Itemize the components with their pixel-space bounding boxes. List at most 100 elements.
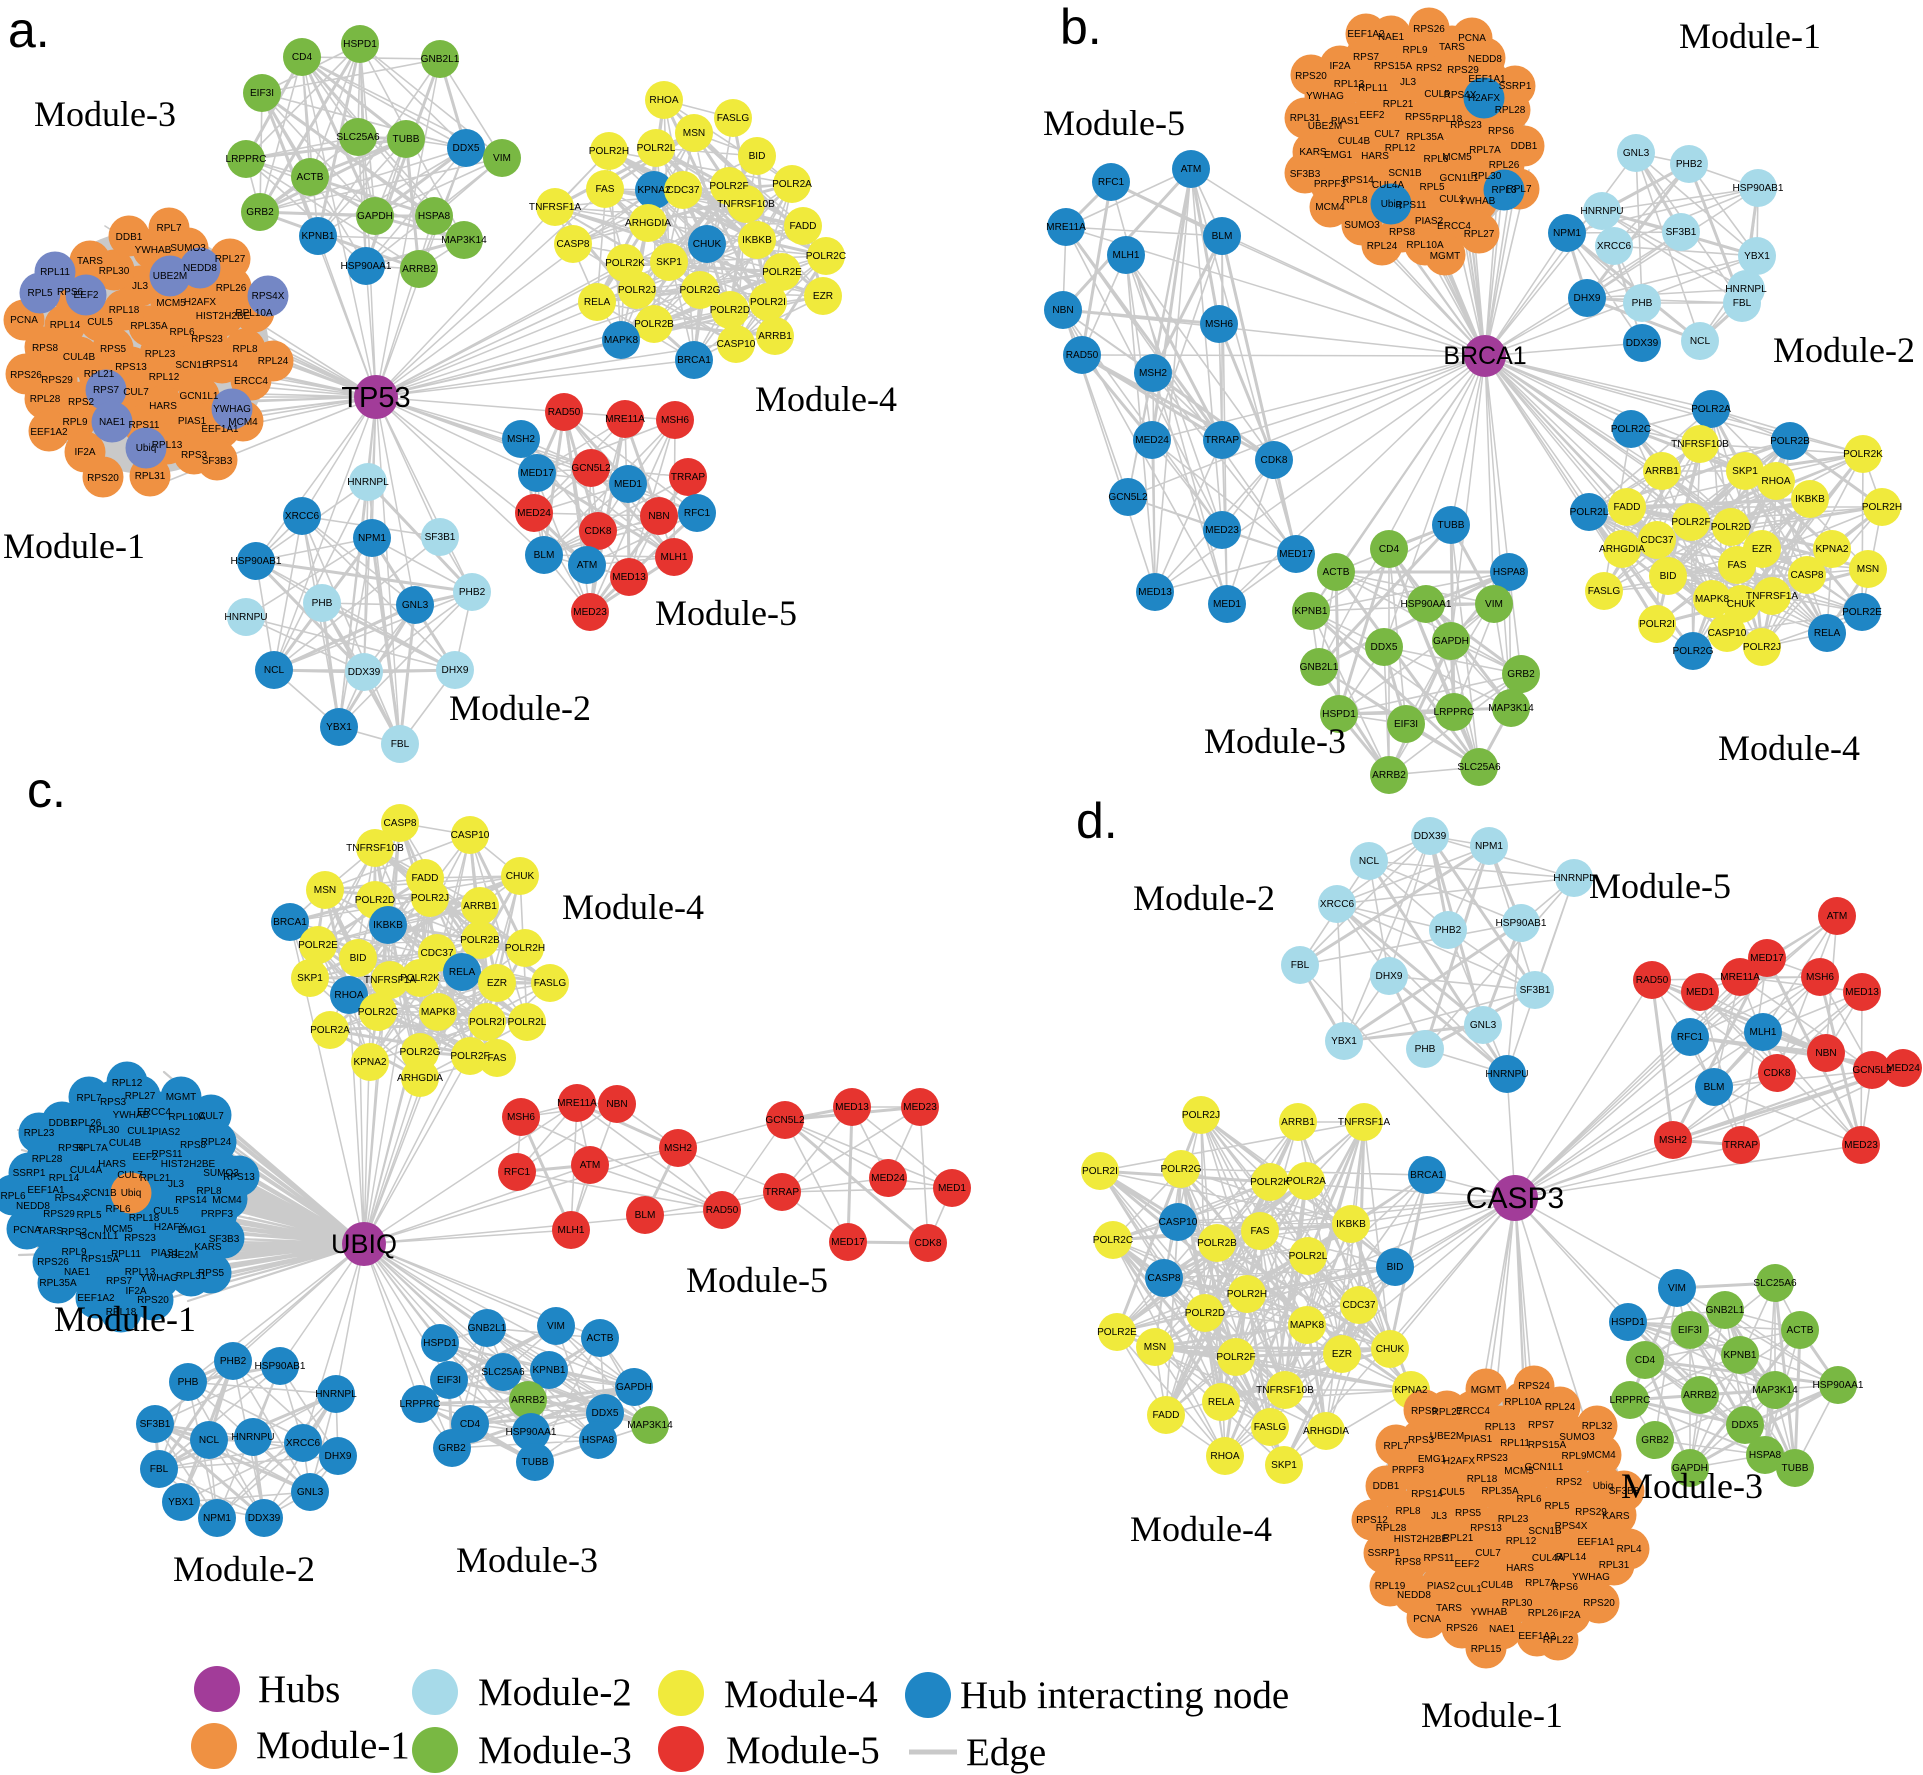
svg-text:RPS20: RPS20 (137, 1295, 169, 1306)
svg-text:CD4: CD4 (460, 1419, 481, 1430)
svg-text:RPL10A: RPL10A (168, 1112, 206, 1123)
svg-text:MAPK8: MAPK8 (1290, 1320, 1325, 1331)
svg-text:BRCA1: BRCA1 (677, 355, 711, 366)
svg-text:ARRB1: ARRB1 (1645, 466, 1679, 477)
svg-text:PIAS2: PIAS2 (1415, 216, 1444, 227)
svg-text:POLR2J: POLR2J (1743, 642, 1781, 653)
svg-text:c.: c. (27, 762, 66, 818)
svg-text:RPL6: RPL6 (0, 1191, 25, 1202)
svg-text:Module-2: Module-2 (1773, 330, 1915, 370)
svg-text:CASP10: CASP10 (451, 830, 490, 841)
svg-text:MCM4: MCM4 (1586, 1450, 1616, 1461)
svg-text:HSPD1: HSPD1 (343, 39, 377, 50)
svg-text:POLR2K: POLR2K (1843, 449, 1883, 460)
svg-text:CUL4B: CUL4B (63, 352, 96, 363)
svg-text:Module-5: Module-5 (726, 1729, 880, 1772)
svg-text:SF3B3: SF3B3 (202, 456, 233, 467)
svg-text:MCM4: MCM4 (1315, 202, 1345, 213)
svg-text:TARS: TARS (37, 1226, 63, 1237)
svg-text:CASP8: CASP8 (383, 818, 416, 829)
svg-text:MSN: MSN (314, 885, 336, 896)
svg-text:POLR2H: POLR2H (589, 146, 629, 157)
svg-text:HSP90AA1: HSP90AA1 (340, 261, 391, 272)
svg-text:POLR2K: POLR2K (400, 973, 440, 984)
svg-text:RPL28: RPL28 (32, 1154, 63, 1165)
svg-text:EIF3I: EIF3I (250, 88, 274, 99)
svg-text:MSN: MSN (1144, 1342, 1166, 1353)
svg-text:EEF1A1: EEF1A1 (201, 424, 239, 435)
svg-text:EEF2: EEF2 (73, 290, 98, 301)
svg-text:CDK8: CDK8 (1764, 1068, 1791, 1079)
svg-text:POLR2B: POLR2B (1770, 436, 1810, 447)
svg-text:RPL24: RPL24 (201, 1137, 232, 1148)
svg-text:RPS4X: RPS4X (1555, 1521, 1588, 1532)
svg-text:KPNB1: KPNB1 (532, 1365, 565, 1376)
svg-text:MGMT: MGMT (166, 1092, 197, 1103)
svg-text:MSH2: MSH2 (664, 1143, 692, 1154)
svg-text:Module-4: Module-4 (755, 379, 897, 419)
svg-text:EEF1A2: EEF1A2 (77, 1293, 115, 1304)
svg-text:POLR2I: POLR2I (469, 1017, 505, 1028)
svg-text:Module-2: Module-2 (478, 1671, 632, 1714)
svg-text:PIAS1: PIAS1 (1331, 116, 1360, 127)
svg-text:Module-1: Module-1 (3, 526, 145, 566)
svg-text:CUL1: CUL1 (1456, 1584, 1482, 1595)
svg-text:DHX9: DHX9 (442, 665, 469, 676)
svg-text:IF2A: IF2A (1559, 1610, 1580, 1621)
svg-text:SF3B3: SF3B3 (1609, 1486, 1640, 1497)
svg-text:RPL26: RPL26 (1489, 160, 1520, 171)
svg-text:Edge: Edge (966, 1731, 1046, 1774)
svg-text:MSN: MSN (1857, 564, 1879, 575)
svg-text:FADD: FADD (1614, 502, 1641, 513)
svg-text:VIM: VIM (1485, 599, 1503, 610)
svg-text:Module-2: Module-2 (173, 1549, 315, 1589)
svg-text:RPL4: RPL4 (1616, 1544, 1641, 1555)
svg-text:Module-5: Module-5 (1589, 866, 1731, 906)
svg-text:SKP1: SKP1 (297, 973, 323, 984)
svg-text:Ubiq: Ubiq (136, 443, 157, 454)
svg-text:Module-3: Module-3 (456, 1540, 598, 1580)
svg-text:EEF1A1: EEF1A1 (1468, 74, 1506, 85)
svg-text:NAE1: NAE1 (1489, 1624, 1516, 1635)
svg-text:EEF1A1: EEF1A1 (27, 1185, 65, 1196)
svg-text:NCL: NCL (1690, 336, 1711, 347)
svg-text:IF2A: IF2A (1329, 61, 1350, 72)
svg-text:FAS: FAS (595, 184, 614, 195)
svg-text:RPS2: RPS2 (68, 397, 95, 408)
svg-text:GCN1L1: GCN1L1 (1525, 1462, 1564, 1473)
svg-text:RAD50: RAD50 (1066, 350, 1099, 361)
svg-text:GNB2L1: GNB2L1 (1300, 662, 1339, 673)
svg-text:YWHAG: YWHAG (140, 1273, 178, 1284)
svg-text:POLR2A: POLR2A (1286, 1176, 1326, 1187)
svg-text:PRPF3: PRPF3 (1314, 179, 1347, 190)
svg-text:ATM: ATM (1827, 911, 1848, 922)
svg-text:CUL4B: CUL4B (1481, 1580, 1514, 1591)
svg-text:ARRB1: ARRB1 (1281, 1117, 1315, 1128)
svg-text:CUL5: CUL5 (1424, 89, 1450, 100)
svg-text:RPS8: RPS8 (32, 343, 59, 354)
svg-text:DDB1: DDB1 (116, 232, 143, 243)
svg-text:RPS8: RPS8 (1389, 227, 1416, 238)
svg-text:EMG1: EMG1 (1418, 1454, 1447, 1465)
svg-text:ATM: ATM (1181, 164, 1202, 175)
svg-text:MSH2: MSH2 (1139, 368, 1167, 379)
svg-text:FBL: FBL (391, 739, 410, 750)
svg-text:PCNA: PCNA (10, 315, 38, 326)
svg-text:Module-4: Module-4 (1130, 1509, 1272, 1549)
svg-text:RPL14: RPL14 (49, 1173, 80, 1184)
svg-text:XRCC6: XRCC6 (1320, 899, 1355, 910)
svg-text:GCN1L1: GCN1L1 (1440, 173, 1479, 184)
svg-text:RPS6: RPS6 (57, 287, 84, 298)
svg-text:HSPA8: HSPA8 (582, 1435, 615, 1446)
svg-text:POLR2D: POLR2D (355, 895, 395, 906)
svg-text:JL3: JL3 (132, 281, 149, 292)
svg-text:RPL27: RPL27 (125, 1091, 156, 1102)
svg-text:KPNB1: KPNB1 (1294, 606, 1327, 617)
svg-text:ACTB: ACTB (297, 172, 324, 183)
svg-text:CD4: CD4 (1635, 1355, 1656, 1366)
svg-text:GNL3: GNL3 (1623, 148, 1650, 159)
svg-text:FADD: FADD (1153, 1410, 1180, 1421)
svg-text:Module-3: Module-3 (478, 1729, 632, 1772)
svg-text:HSPA8: HSPA8 (1749, 1450, 1782, 1461)
svg-text:XRCC6: XRCC6 (285, 511, 320, 522)
